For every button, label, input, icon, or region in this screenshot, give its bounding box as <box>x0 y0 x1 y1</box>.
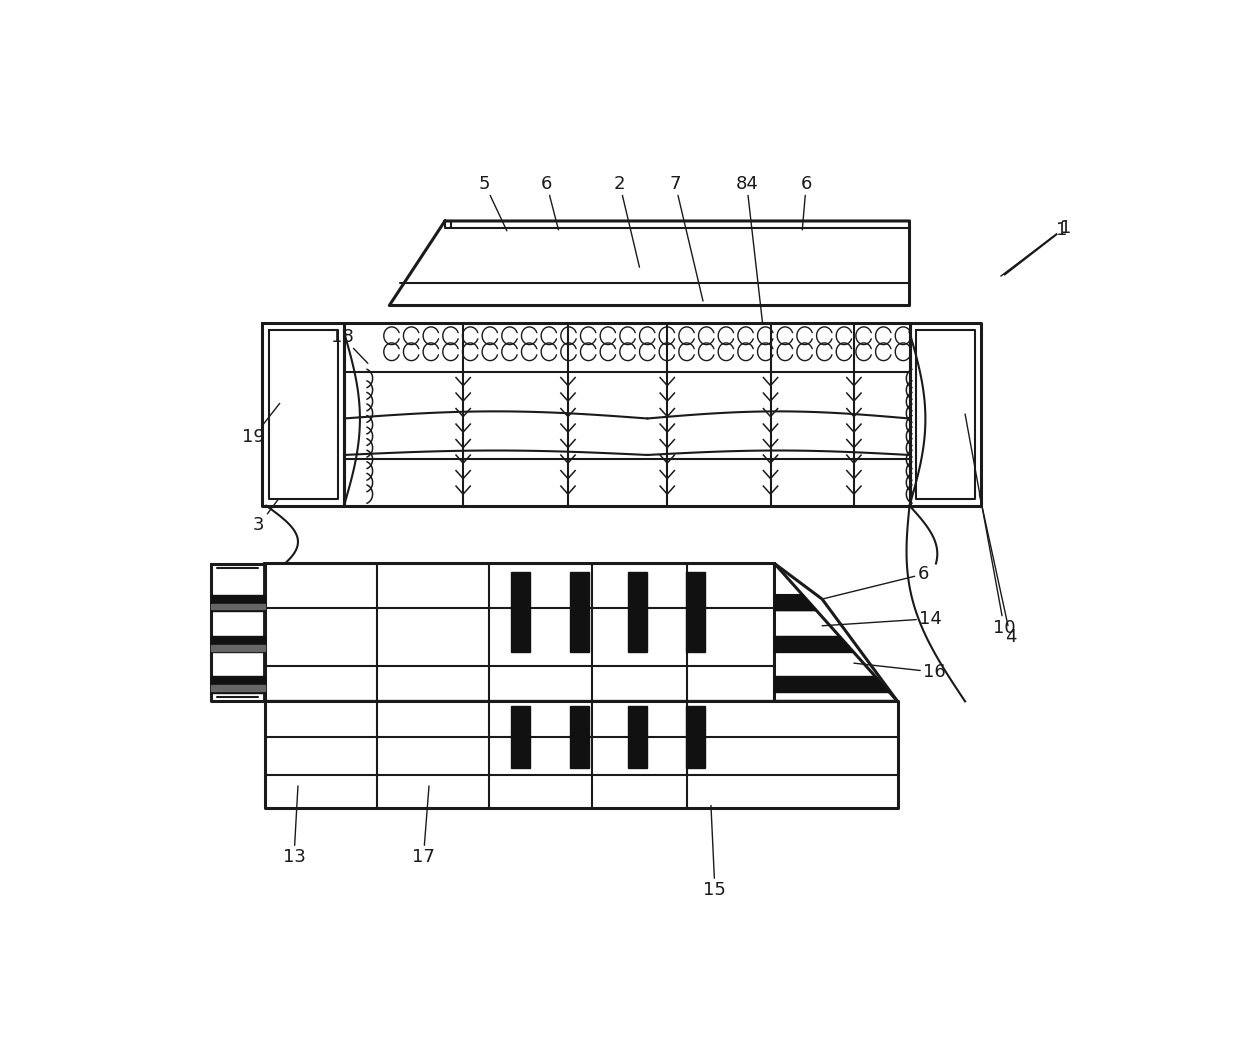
Polygon shape <box>262 323 343 506</box>
Text: 13: 13 <box>283 786 305 866</box>
Text: 84: 84 <box>735 174 763 323</box>
Polygon shape <box>211 686 264 691</box>
Polygon shape <box>686 706 704 769</box>
Text: 6: 6 <box>801 174 812 230</box>
Polygon shape <box>264 563 898 702</box>
Text: 6: 6 <box>541 174 558 230</box>
Text: 17: 17 <box>412 786 435 866</box>
Text: 4: 4 <box>980 494 1017 646</box>
Polygon shape <box>343 323 909 506</box>
Polygon shape <box>629 572 647 653</box>
Text: 6: 6 <box>822 566 929 600</box>
Text: 1: 1 <box>1060 219 1071 237</box>
Polygon shape <box>264 702 898 808</box>
Polygon shape <box>629 706 647 769</box>
Polygon shape <box>511 706 529 769</box>
Polygon shape <box>570 572 589 653</box>
Polygon shape <box>211 676 264 692</box>
Text: 18: 18 <box>331 327 368 364</box>
Text: 7: 7 <box>670 174 703 301</box>
Text: 2: 2 <box>614 174 640 267</box>
Polygon shape <box>211 594 264 610</box>
Text: 16: 16 <box>854 663 946 681</box>
Polygon shape <box>570 706 589 769</box>
Text: 1: 1 <box>1001 221 1068 276</box>
Polygon shape <box>775 594 817 610</box>
Text: 5: 5 <box>479 174 507 231</box>
Polygon shape <box>775 676 889 692</box>
Polygon shape <box>389 221 909 305</box>
Polygon shape <box>775 563 898 702</box>
Text: 3: 3 <box>253 500 278 535</box>
Polygon shape <box>686 572 704 653</box>
Polygon shape <box>511 572 529 653</box>
Polygon shape <box>211 604 264 609</box>
Polygon shape <box>775 637 854 653</box>
Polygon shape <box>211 563 264 702</box>
Polygon shape <box>909 323 981 506</box>
Text: 10: 10 <box>965 414 1016 637</box>
Polygon shape <box>211 637 264 653</box>
Text: 19: 19 <box>242 403 280 446</box>
Text: 15: 15 <box>703 806 727 899</box>
Polygon shape <box>211 645 264 651</box>
Text: 14: 14 <box>822 610 942 627</box>
